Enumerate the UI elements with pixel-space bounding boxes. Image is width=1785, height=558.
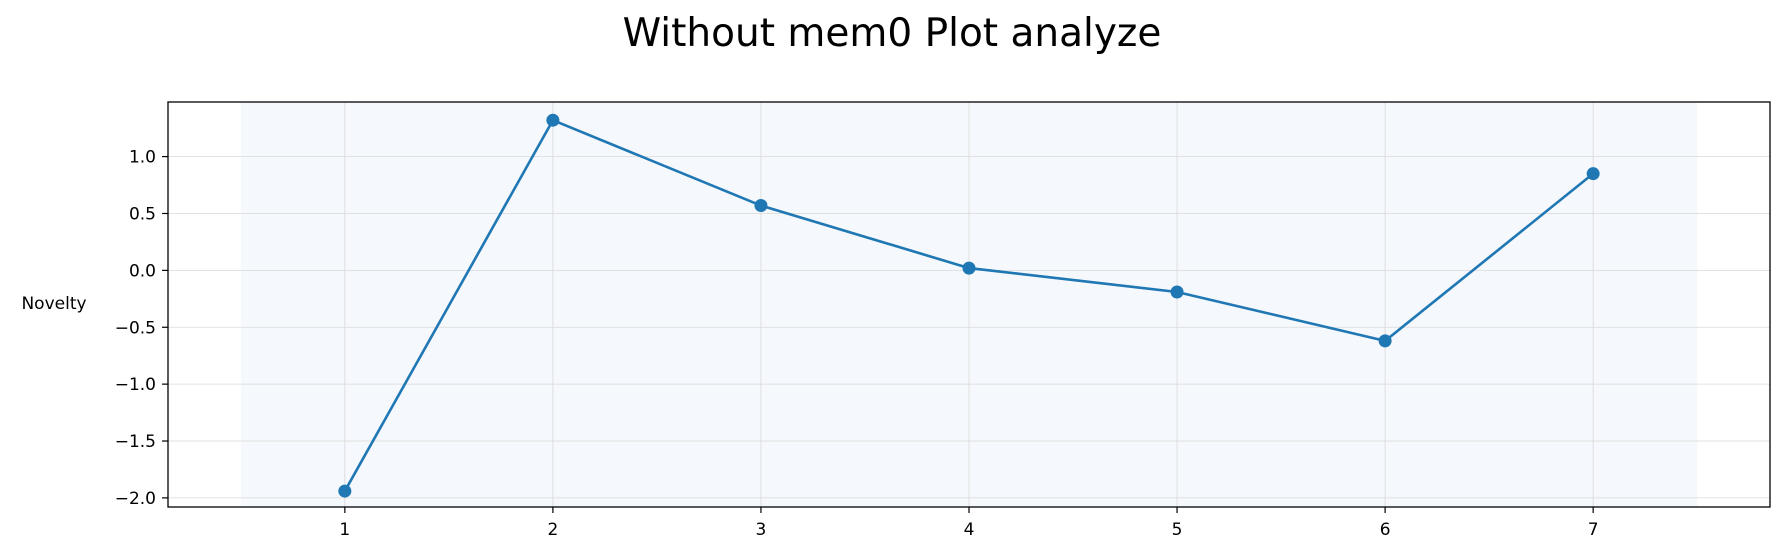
data-point [546,113,560,127]
y-tick-label: −2.0 [115,489,156,509]
y-tick-label: 0.5 [129,204,156,224]
y-tick-label: 1.0 [129,148,156,168]
chart-title: Without mem0 Plot analyze [623,11,1162,56]
data-point [962,261,976,275]
y-tick-label: −1.0 [115,375,156,395]
x-tick-label: 2 [547,520,558,540]
x-tick-label: 4 [964,520,975,540]
data-point [1170,285,1184,299]
y-tick-label: −0.5 [115,318,156,338]
x-tick-label: 3 [756,520,767,540]
data-point [1378,334,1392,348]
data-point [338,484,352,498]
data-point [754,199,768,213]
data-point [1586,167,1600,181]
y-tick-label: −1.5 [115,432,156,452]
y-tick-label: 0.0 [129,261,156,281]
x-tick-label: 1 [339,520,350,540]
plot-area: 1 2 3 4 5 6 7 1.0 0.5 0.0 −0.5 −1.0 −1.5 −2.0 [115,101,1771,540]
x-tick-label: 5 [1172,520,1183,540]
x-tick-label: 7 [1588,520,1599,540]
y-axis-label: Novelty [21,294,86,314]
x-tick-label: 6 [1380,520,1391,540]
